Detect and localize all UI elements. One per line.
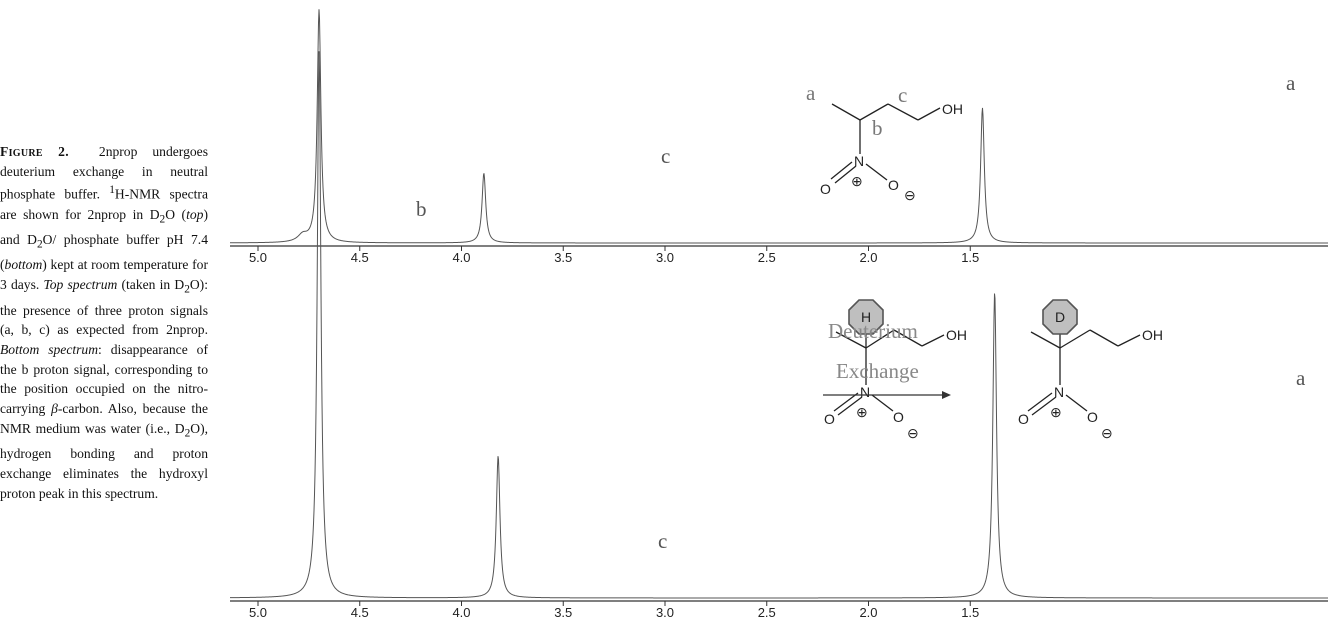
top-peak-label-c: c	[661, 144, 670, 168]
top-tick-label: 3.5	[554, 250, 572, 265]
top-structure-label-b: b	[872, 116, 883, 140]
bottom-right-n: N	[1054, 384, 1064, 400]
top-tick-label: 2.0	[859, 250, 877, 265]
top-structure-minus: ⊖	[904, 187, 916, 203]
top-tick-label: 1.5	[961, 250, 979, 265]
caption-text: (taken in D	[117, 277, 185, 293]
top-tick-label: 2.5	[758, 250, 776, 265]
top-peak-label-b: b	[416, 197, 427, 221]
caption-sup: 1	[109, 184, 115, 197]
bottom-tick-label: 3.0	[656, 605, 674, 620]
top-tick-label: 4.5	[351, 250, 369, 265]
bottom-tick-label: 1.5	[961, 605, 979, 620]
bottom-spectrum: 5.0 4.5 4.0 3.5 3.0 2.5 2.0 1.5 c a H OH N O O …	[230, 51, 1328, 620]
arrow-label-deuterium: Deuterium	[828, 319, 918, 343]
bottom-tick-label: 2.5	[758, 605, 776, 620]
caption-italic: bottom	[4, 257, 43, 273]
bottom-peak-label-c: c	[658, 529, 667, 553]
bottom-right-molecule	[1027, 322, 1141, 416]
caption-sub: 2	[184, 283, 190, 296]
caption-beta: β	[51, 401, 58, 417]
bottom-right-o-left: O	[1018, 411, 1029, 427]
top-spectrum: 5.0 4.5 4.0 3.5 3.0 2.5 2.0 1.5 b c a a b c OH …	[230, 9, 1328, 265]
caption-text: ) and D	[0, 206, 208, 248]
caption-text: O), hydrogen bonding and proton exchange…	[0, 420, 208, 501]
caption-sub: 2	[184, 427, 191, 440]
top-x-ticks: 5.0 4.5 4.0 3.5 3.0 2.5 2.0 1.5	[249, 246, 979, 265]
bottom-right-highlight-octagon	[1042, 299, 1078, 335]
bottom-tick-label: 2.0	[859, 605, 877, 620]
exchange-arrowhead	[942, 391, 951, 399]
caption-text: H-NMR spectra are shown for 2nprop in D	[0, 186, 208, 222]
top-structure-label-c: c	[898, 83, 907, 107]
caption-italic: top	[186, 206, 204, 222]
caption-sub: 2	[36, 238, 43, 251]
top-structure-o-right: O	[888, 177, 899, 193]
top-spectrum-trace	[230, 9, 1328, 244]
caption-text: O/ phosphate buffer pH 7.4 (	[0, 232, 209, 273]
bottom-left-o-right: O	[893, 409, 904, 425]
bottom-left-n: N	[860, 384, 870, 400]
caption-italic: Bottom spectrum	[0, 342, 99, 358]
bottom-left-oh: OH	[946, 327, 967, 343]
top-molecule-structure	[830, 103, 941, 184]
top-peak-label-a: a	[1286, 71, 1296, 95]
bottom-spectrum-trace	[230, 51, 1328, 599]
bottom-x-ticks: 5.0 4.5 4.0 3.5 3.0 2.5 2.0 1.5	[249, 601, 979, 620]
caption-text: ) kept at room temperature for 3 days.	[0, 257, 208, 293]
caption-text: 2nprop undergoes deuterium exchange in n…	[0, 144, 208, 202]
bottom-tick-label: 4.0	[452, 605, 470, 620]
top-tick-label: 3.0	[656, 250, 674, 265]
bottom-left-minus: ⊖	[907, 425, 919, 441]
top-structure-label-a: a	[806, 81, 816, 105]
figure-label: Figure 2.	[0, 144, 69, 159]
caption-text: O (	[165, 206, 187, 222]
bottom-right-oh: OH	[1142, 327, 1163, 343]
bottom-peak-label-a: a	[1296, 366, 1306, 390]
bottom-left-h: H	[861, 309, 871, 325]
bottom-right-minus: ⊖	[1101, 425, 1113, 441]
bottom-right-o-right: O	[1087, 409, 1098, 425]
bottom-right-plus: ⊕	[1050, 404, 1062, 420]
bottom-left-highlight-octagon	[848, 299, 884, 335]
bottom-tick-label: 5.0	[249, 605, 267, 620]
caption-text: : disappearance of the b proton signal, …	[0, 342, 208, 417]
caption-text: -carbon. Also, because the NMR medium wa…	[0, 401, 209, 436]
top-structure-oh: OH	[942, 101, 963, 117]
arrow-label-exchange: Exchange	[836, 359, 919, 383]
bottom-right-d: D	[1055, 309, 1065, 325]
top-structure-n: N	[854, 153, 864, 169]
top-tick-label: 4.0	[452, 250, 470, 265]
bottom-left-o-left: O	[824, 411, 835, 427]
bottom-tick-label: 4.5	[351, 605, 369, 620]
top-tick-label: 5.0	[249, 250, 267, 265]
bottom-left-molecule	[833, 322, 945, 416]
caption-text: O): the presence of three proton signals…	[0, 277, 208, 338]
bottom-left-plus: ⊕	[856, 404, 868, 420]
top-structure-o-left: O	[820, 181, 831, 197]
figure-caption: Figure 2. 2nprop undergoes deuterium exc…	[0, 142, 208, 503]
top-structure-plus: ⊕	[851, 173, 863, 189]
caption-sub: 2	[159, 213, 166, 226]
bottom-tick-label: 3.5	[554, 605, 572, 620]
caption-italic: Top spectrum	[43, 277, 118, 293]
